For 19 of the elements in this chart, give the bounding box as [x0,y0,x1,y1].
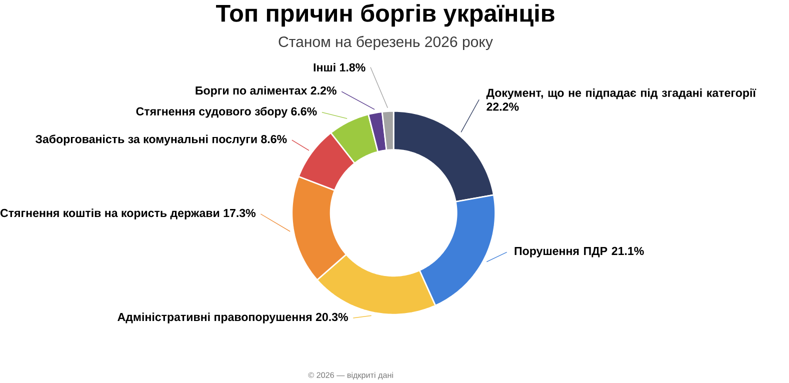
slice-label: Документ, що не підпадає під згадані категорії [486,88,756,100]
slice-label: Адміністративні правопорушення [118,312,312,324]
data-label: 8.6% [261,134,287,144]
slice-label: Стягнення судового збору [136,106,288,118]
slice-label: Заборгованість за комунальні послуги [35,134,257,146]
data-label: 22.2% [486,102,519,111]
data-label: 6.6% [291,107,317,116]
slice-label: Порушення ПДР [514,246,608,258]
data-label: 1.8% [340,63,366,72]
slice-label: Борги по аліментах [196,86,308,97]
chart-title: Топ причин боргів українців [216,4,554,26]
data-label: 2.2% [310,86,336,94]
data-label: 20.3% [316,312,348,321]
text: © 2026 — відкриті дані [308,372,393,380]
slice-label: Інші [314,62,336,72]
data-label: 17.3% [224,208,256,217]
data-label: 21.1% [612,246,644,255]
chart-subtitle: Станом на березень 2026 року [278,36,493,50]
slice-label: Стягнення коштів на користь держави [0,208,220,220]
